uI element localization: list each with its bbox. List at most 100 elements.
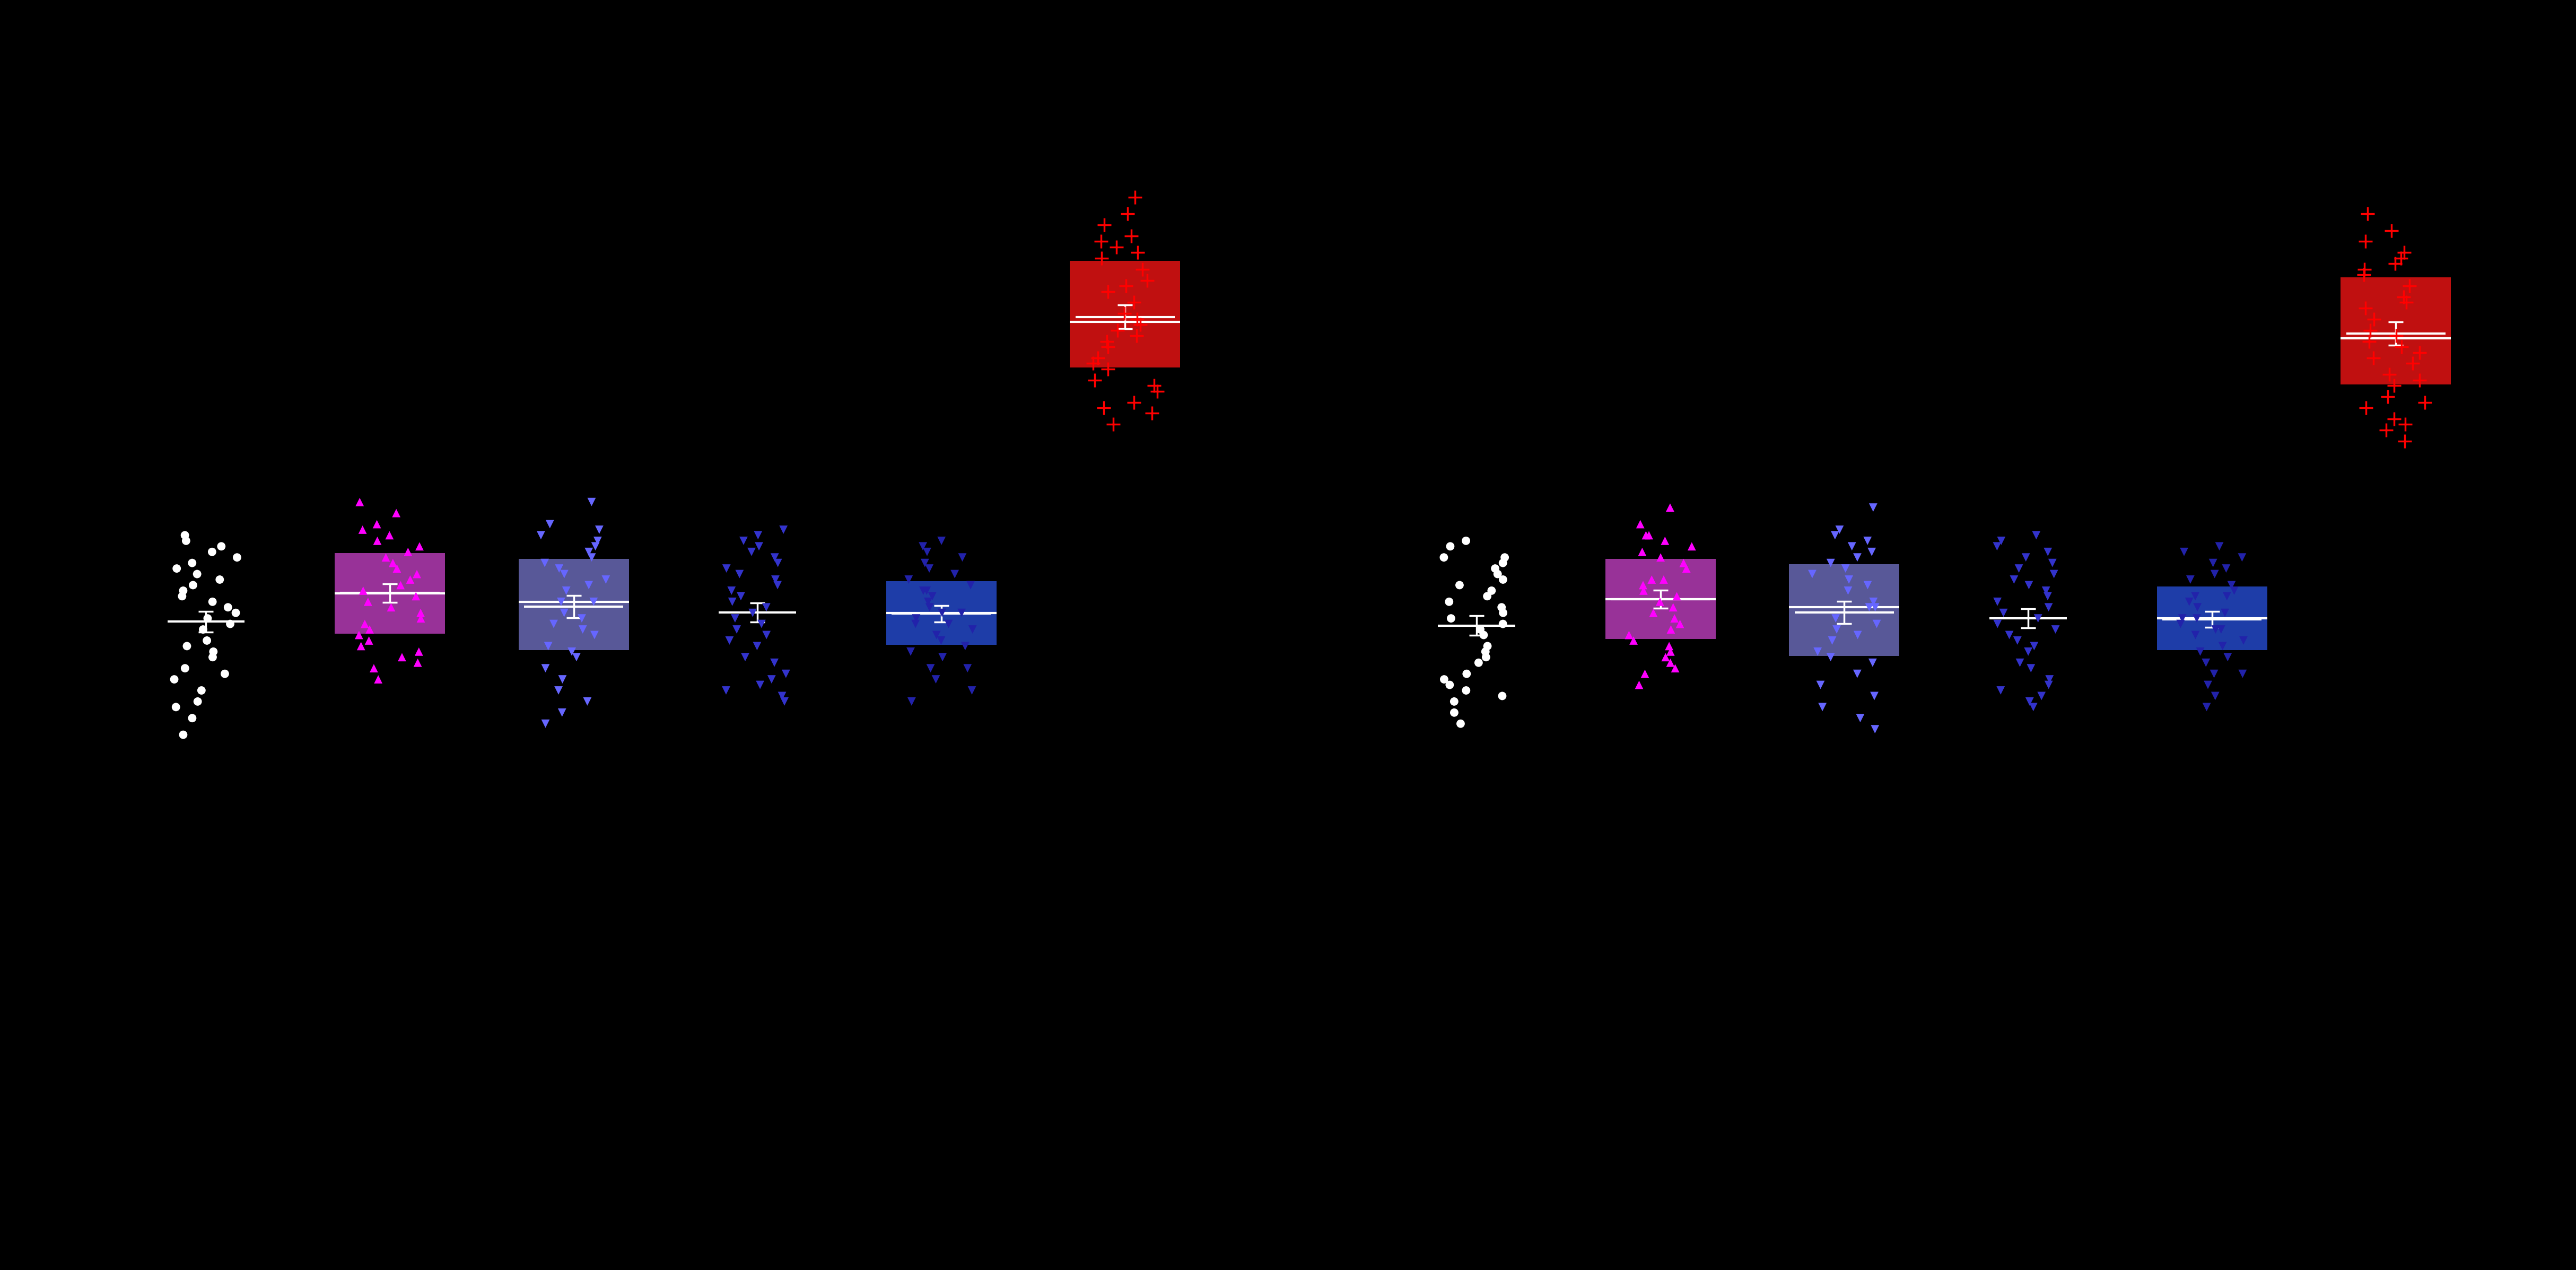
Point	[1798, 641, 1839, 662]
Point	[1643, 569, 1685, 589]
Point	[2187, 674, 2228, 695]
Point	[216, 547, 258, 568]
Point	[1095, 237, 1136, 258]
Point	[572, 592, 613, 612]
Point	[1445, 531, 1486, 551]
Point	[2159, 613, 2200, 634]
Point	[1435, 702, 1476, 723]
Point	[193, 646, 234, 667]
Point	[1079, 231, 1121, 251]
Point	[1641, 547, 1682, 568]
Point	[1463, 625, 1504, 645]
Point	[2009, 575, 2050, 596]
Point	[1092, 414, 1133, 434]
Point	[721, 585, 762, 606]
Point	[2205, 559, 2246, 579]
Point	[2349, 320, 2391, 340]
Point	[2210, 575, 2251, 596]
Point	[2192, 664, 2233, 685]
Point	[2375, 254, 2416, 274]
Point	[2192, 552, 2233, 573]
Point	[1430, 592, 1471, 612]
Point	[2032, 552, 2074, 573]
Point	[2223, 664, 2264, 685]
Bar	[1069, 260, 1180, 367]
Point	[953, 620, 994, 640]
Point	[2027, 542, 2069, 563]
Point	[397, 564, 438, 584]
Point	[716, 620, 757, 640]
Point	[2380, 337, 2421, 357]
Point	[2007, 641, 2048, 662]
Point	[2344, 259, 2385, 279]
Point	[1839, 707, 1880, 728]
Point	[1976, 613, 2017, 634]
Point	[544, 603, 585, 624]
Point	[340, 636, 381, 657]
Point	[2195, 564, 2236, 584]
Point	[1425, 547, 1466, 568]
Point	[2344, 398, 2385, 418]
Point	[1847, 531, 1888, 551]
Point	[191, 592, 232, 612]
Point	[520, 525, 562, 545]
Point	[1981, 531, 2022, 551]
Point	[348, 630, 389, 650]
Point	[2393, 353, 2434, 373]
Point	[1430, 674, 1471, 695]
Bar	[335, 554, 446, 634]
Point	[1618, 674, 1659, 695]
Point	[2030, 669, 2071, 690]
Point	[765, 691, 806, 711]
Bar	[886, 580, 997, 645]
Point	[2012, 697, 2053, 718]
Point	[366, 547, 407, 568]
Point	[1072, 353, 1113, 373]
Point	[711, 592, 752, 612]
Point	[355, 531, 397, 551]
Point	[2161, 608, 2202, 629]
Point	[945, 636, 987, 657]
Point	[1082, 248, 1123, 268]
Point	[1481, 686, 1522, 706]
Point	[2004, 547, 2045, 568]
Point	[350, 620, 392, 640]
Point	[1097, 320, 1139, 340]
Point	[379, 575, 420, 596]
Point	[951, 575, 992, 596]
Point	[1855, 597, 1896, 617]
Point	[711, 580, 752, 601]
Point	[752, 669, 793, 690]
Point	[523, 552, 564, 573]
Point	[1646, 646, 1687, 667]
Point	[1628, 525, 1669, 545]
Point	[2017, 608, 2058, 629]
Point	[2380, 248, 2421, 268]
Point	[2344, 231, 2385, 251]
Point	[904, 552, 945, 573]
Point	[1649, 636, 1690, 657]
Point	[1435, 691, 1476, 711]
Point	[157, 559, 198, 579]
Point	[1801, 674, 1842, 695]
Point	[927, 613, 969, 634]
Point	[162, 585, 204, 606]
Point	[1816, 620, 1857, 640]
Point	[399, 603, 440, 624]
Point	[1638, 592, 1680, 612]
Point	[719, 564, 760, 584]
Point	[922, 603, 963, 624]
Point	[376, 559, 417, 579]
Point	[376, 503, 417, 523]
Point	[920, 531, 961, 551]
Point	[538, 681, 580, 701]
Point	[162, 725, 204, 745]
Point	[1126, 271, 1167, 291]
Point	[2169, 569, 2210, 589]
Point	[2169, 592, 2210, 612]
Point	[173, 552, 214, 573]
Point	[1481, 597, 1522, 617]
Point	[2385, 414, 2427, 434]
Point	[762, 519, 804, 540]
Point	[2403, 392, 2445, 413]
